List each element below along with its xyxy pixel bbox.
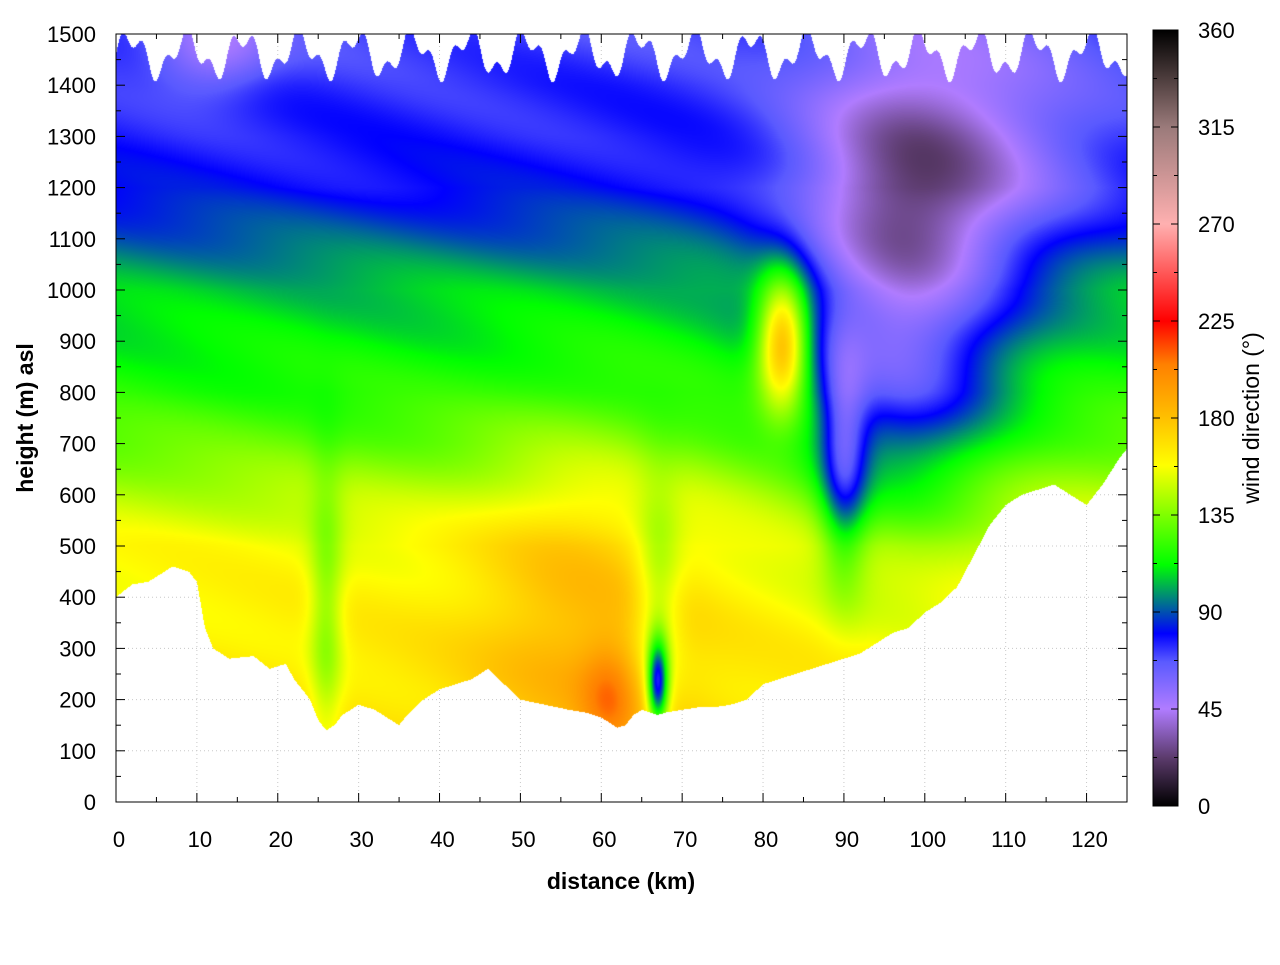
y-tick-label: 0	[84, 790, 96, 815]
colorbar: 0 45 90 135 180 225 270 315 360 wind direction (…	[1152, 18, 1264, 819]
plot-area	[116, 34, 1127, 802]
colorbar-tick-label: 90	[1198, 600, 1222, 625]
y-tick-label: 600	[59, 483, 96, 508]
y-tick-label: 1200	[47, 176, 96, 201]
y-axis-title: height (m) asl	[12, 343, 38, 493]
colorbar-tick-label: 180	[1198, 406, 1235, 431]
x-tick-label: 60	[592, 827, 616, 852]
y-tick-label: 400	[59, 585, 96, 610]
y-tick-label: 1300	[47, 124, 96, 149]
x-tick-label: 50	[511, 827, 535, 852]
x-tick-label: 100	[909, 827, 946, 852]
x-tick-label: 10	[188, 827, 212, 852]
y-tick-label: 1500	[47, 22, 96, 47]
x-tick-label: 0	[113, 827, 125, 852]
colorbar-tick-label: 0	[1198, 794, 1210, 819]
x-tick-label: 80	[754, 827, 778, 852]
colorbar-tick-label: 270	[1198, 212, 1235, 237]
wind-direction-heatmap	[116, 34, 1127, 802]
colorbar-tick-label: 360	[1198, 18, 1235, 43]
x-axis-ticks: 0 10 20 30 40 50 60 70 80 90 100 110 120	[113, 34, 1128, 852]
y-tick-label: 800	[59, 380, 96, 405]
colorbar-tick-label: 225	[1198, 309, 1235, 334]
x-tick-label: 90	[835, 827, 859, 852]
y-tick-label: 1400	[47, 73, 96, 98]
colorbar-tick-label: 315	[1198, 115, 1235, 140]
y-tick-label: 100	[59, 739, 96, 764]
x-axis-title: distance (km)	[547, 868, 695, 894]
colorbar-ticks: 0 45 90 135 180 225 270 315 360	[1153, 18, 1235, 819]
colorbar-title: wind direction (°)	[1238, 332, 1264, 505]
x-tick-label: 70	[673, 827, 697, 852]
x-tick-label: 110	[991, 827, 1026, 852]
y-tick-label: 1100	[49, 227, 96, 252]
y-axis-ticks: 0 100 200 300 400 500 600 700 800 900 1000 1100 1200…	[47, 22, 1127, 815]
y-tick-label: 700	[59, 432, 96, 457]
colorbar-tick-label: 135	[1198, 503, 1235, 528]
y-tick-label: 500	[59, 534, 96, 559]
y-tick-label: 300	[59, 636, 96, 661]
x-tick-label: 40	[430, 827, 454, 852]
x-tick-label: 30	[349, 827, 373, 852]
y-tick-label: 200	[59, 688, 96, 713]
y-tick-label: 900	[59, 329, 96, 354]
x-tick-label: 120	[1071, 827, 1108, 852]
colorbar-tick-label: 45	[1198, 697, 1222, 722]
y-tick-label: 1000	[47, 278, 96, 303]
x-tick-label: 20	[269, 827, 293, 852]
